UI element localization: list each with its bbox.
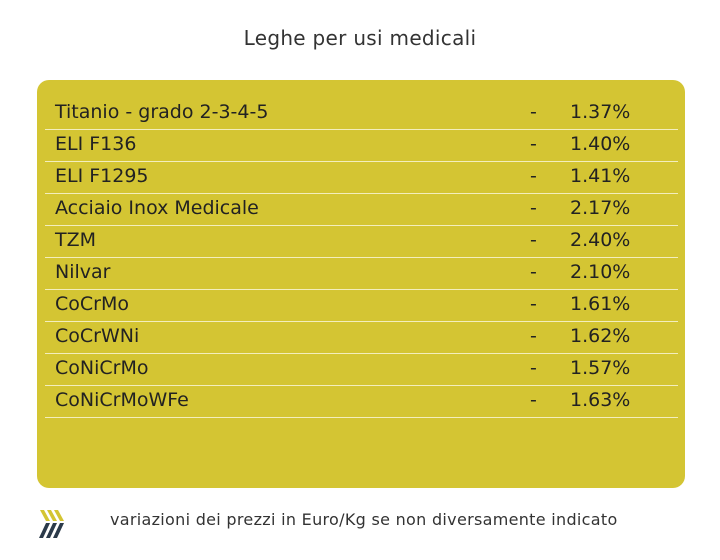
- alloy-name: CoNiCrMo: [55, 357, 149, 379]
- table-row: Acciaio Inox Medicale - 2.17%: [45, 194, 678, 226]
- change-indicator: -: [530, 133, 537, 155]
- price-panel: Titanio - grado 2-3-4-5 - 1.37% ELI F136…: [37, 80, 685, 488]
- change-indicator: -: [530, 197, 537, 219]
- change-indicator: -: [530, 293, 537, 315]
- alloy-name: CoCrWNi: [55, 325, 140, 347]
- change-indicator: -: [530, 325, 537, 347]
- footer-note: variazioni dei prezzi in Euro/Kg se non …: [110, 510, 618, 529]
- percent-value: 2.10%: [570, 261, 631, 283]
- stripes-logo-icon: [38, 507, 72, 541]
- alloy-name: CoCrMo: [55, 293, 129, 315]
- table-row: CoCrMo - 1.61%: [45, 290, 678, 322]
- percent-value: 1.37%: [570, 101, 631, 123]
- change-indicator: -: [530, 261, 537, 283]
- table-row: CoNiCrMoWFe - 1.63%: [45, 386, 678, 418]
- table-row: Titanio - grado 2-3-4-5 - 1.37%: [45, 98, 678, 130]
- alloy-name: ELI F1295: [55, 165, 149, 187]
- alloy-name: Acciaio Inox Medicale: [55, 197, 259, 219]
- alloy-name: ELI F136: [55, 133, 137, 155]
- price-table: Titanio - grado 2-3-4-5 - 1.37% ELI F136…: [45, 98, 678, 418]
- percent-value: 1.61%: [570, 293, 631, 315]
- percent-value: 1.63%: [570, 389, 631, 411]
- table-row: Nilvar - 2.10%: [45, 258, 678, 290]
- percent-value: 1.41%: [570, 165, 631, 187]
- percent-value: 2.40%: [570, 229, 631, 251]
- percent-value: 2.17%: [570, 197, 631, 219]
- change-indicator: -: [530, 389, 537, 411]
- table-row: ELI F136 - 1.40%: [45, 130, 678, 162]
- change-indicator: -: [530, 101, 537, 123]
- change-indicator: -: [530, 229, 537, 251]
- alloy-name: Titanio - grado 2-3-4-5: [55, 101, 269, 123]
- table-row: TZM - 2.40%: [45, 226, 678, 258]
- percent-value: 1.40%: [570, 133, 631, 155]
- percent-value: 1.57%: [570, 357, 631, 379]
- change-indicator: -: [530, 165, 537, 187]
- table-row: ELI F1295 - 1.41%: [45, 162, 678, 194]
- change-indicator: -: [530, 357, 537, 379]
- alloy-name: Nilvar: [55, 261, 111, 283]
- page-title: Leghe per usi medicali: [243, 26, 477, 50]
- percent-value: 1.62%: [570, 325, 631, 347]
- table-row: CoCrWNi - 1.62%: [45, 322, 678, 354]
- table-row: CoNiCrMo - 1.57%: [45, 354, 678, 386]
- alloy-name: CoNiCrMoWFe: [55, 389, 189, 411]
- alloy-name: TZM: [55, 229, 97, 251]
